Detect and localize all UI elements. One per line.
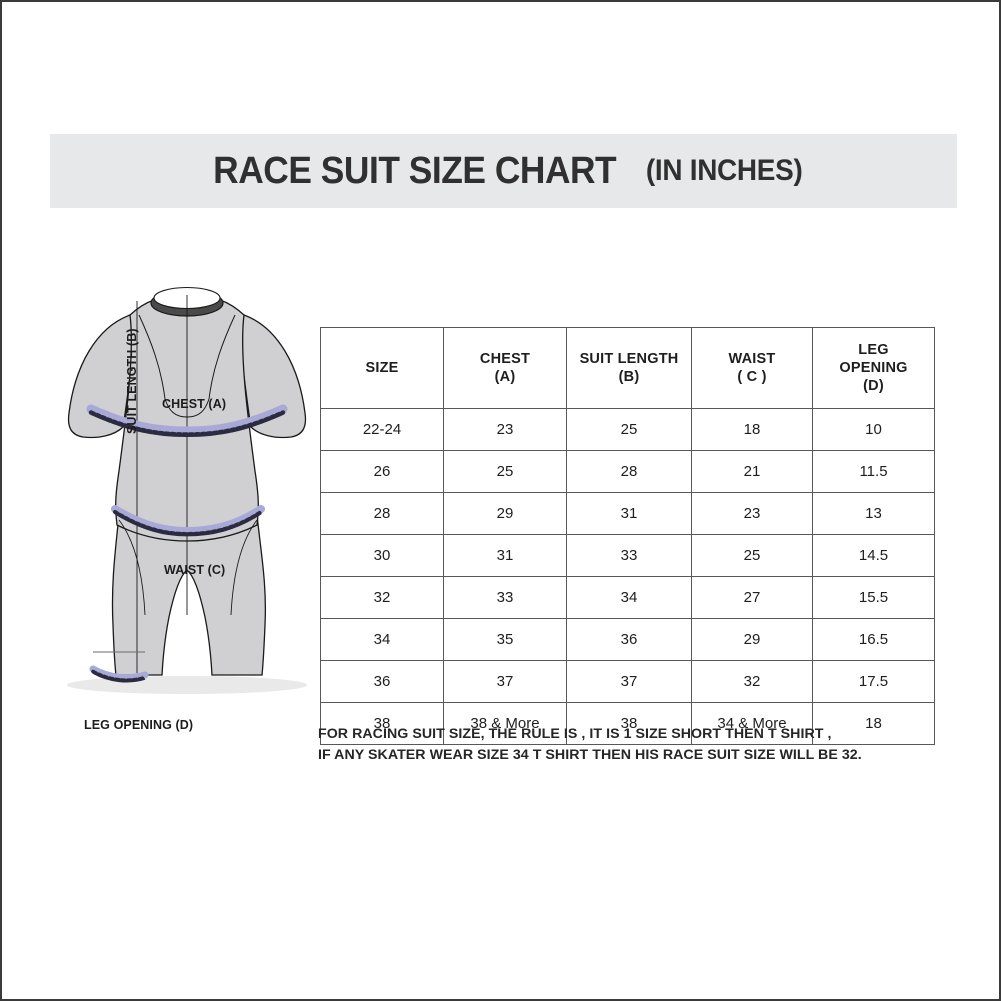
title-banner: RACE SUIT SIZE CHART (IN INCHES) — [50, 134, 957, 208]
cell-waist: 34 & More — [691, 702, 813, 745]
table-header-row: SIZE CHEST (A) SUIT LENGTH (B) WAIST ( C… — [320, 327, 935, 409]
column-header-chest: CHEST (A) — [443, 327, 567, 409]
table-row: 36 37 37 32 17.5 — [320, 660, 935, 703]
cell-suit-length: 38 — [566, 702, 692, 745]
table-row: 26 25 28 21 11.5 — [320, 450, 935, 493]
header-line-2: (B) — [618, 369, 640, 385]
header-line-1: SUIT LENGTH — [579, 350, 679, 367]
race-suit-illustration — [57, 285, 317, 740]
cell-size: 26 — [320, 450, 444, 493]
header-line-1: LEG — [858, 341, 889, 358]
cell-leg-opening: 14.5 — [812, 534, 935, 577]
cell-chest: 35 — [443, 618, 567, 661]
table-row: 34 35 36 29 16.5 — [320, 618, 935, 661]
cell-leg-opening: 10 — [812, 408, 935, 451]
header-line-1: SIZE — [365, 359, 399, 376]
table-row: 22-24 23 25 18 10 — [320, 408, 935, 451]
cell-suit-length: 36 — [566, 618, 692, 661]
cell-size: 28 — [320, 492, 444, 535]
cell-suit-length: 33 — [566, 534, 692, 577]
table-row: 30 31 33 25 14.5 — [320, 534, 935, 577]
cell-waist: 21 — [691, 450, 813, 493]
cell-leg-opening: 17.5 — [812, 660, 935, 703]
header-line-1: WAIST — [728, 350, 776, 367]
diagram-label-leg-opening: LEG OPENING (D) — [84, 718, 194, 732]
size-chart-table: SIZE CHEST (A) SUIT LENGTH (B) WAIST ( C… — [320, 327, 935, 745]
cell-leg-opening: 13 — [812, 492, 935, 535]
table-row: 38 38 & More 38 34 & More 18 — [320, 702, 935, 745]
column-header-waist: WAIST ( C ) — [691, 327, 813, 409]
cell-size: 22-24 — [320, 408, 444, 451]
cell-suit-length: 31 — [566, 492, 692, 535]
cell-leg-opening: 15.5 — [812, 576, 935, 619]
cell-suit-length: 34 — [566, 576, 692, 619]
cell-waist: 23 — [691, 492, 813, 535]
cell-chest: 23 — [443, 408, 567, 451]
title-main-text: RACE SUIT SIZE CHART — [213, 149, 617, 192]
note-line-2: IF ANY SKATER WEAR SIZE 34 T SHIRT THEN … — [318, 746, 862, 763]
sizing-rule-note: FOR RACING SUIT SIZE, THE RULE IS , IT I… — [318, 724, 978, 765]
cell-leg-opening: 16.5 — [812, 618, 935, 661]
header-line-2: (A) — [494, 369, 516, 385]
cell-waist: 32 — [691, 660, 813, 703]
page-title: RACE SUIT SIZE CHART (IN INCHES) — [50, 134, 957, 208]
column-header-leg-opening: LEG OPENING (D) — [812, 327, 935, 409]
cell-chest: 33 — [443, 576, 567, 619]
cell-leg-opening: 11.5 — [812, 450, 935, 493]
cell-waist: 18 — [691, 408, 813, 451]
column-header-size: SIZE — [320, 327, 444, 409]
cell-size: 38 — [320, 702, 444, 745]
cell-size: 34 — [320, 618, 444, 661]
note-line-1: FOR RACING SUIT SIZE, THE RULE IS , IT I… — [318, 726, 832, 742]
cell-suit-length: 28 — [566, 450, 692, 493]
cell-suit-length: 25 — [566, 408, 692, 451]
header-line-3: (D) — [863, 378, 884, 395]
table-row: 28 29 31 23 13 — [320, 492, 935, 535]
cell-size: 36 — [320, 660, 444, 703]
cell-chest: 25 — [443, 450, 567, 493]
header-line-2: OPENING — [839, 359, 908, 376]
table-row: 32 33 34 27 15.5 — [320, 576, 935, 619]
cell-waist: 25 — [691, 534, 813, 577]
header-line-1: CHEST — [479, 350, 531, 367]
cell-chest: 37 — [443, 660, 567, 703]
diagram-label-waist: WAIST (C) — [164, 563, 226, 577]
cell-waist: 29 — [691, 618, 813, 661]
diagram-label-suit-length: SUIT LENGTH (B) — [125, 328, 139, 434]
cell-size: 32 — [320, 576, 444, 619]
cell-chest: 29 — [443, 492, 567, 535]
title-units-text: (IN INCHES) — [646, 154, 803, 187]
cell-size: 30 — [320, 534, 444, 577]
cell-chest: 38 & More — [443, 702, 567, 745]
cell-chest: 31 — [443, 534, 567, 577]
header-line-2: ( C ) — [737, 369, 767, 385]
cell-suit-length: 37 — [566, 660, 692, 703]
column-header-suit-length: SUIT LENGTH (B) — [566, 327, 692, 409]
cell-leg-opening: 18 — [812, 702, 935, 745]
diagram-label-chest: CHEST (A) — [162, 397, 227, 411]
cell-waist: 27 — [691, 576, 813, 619]
